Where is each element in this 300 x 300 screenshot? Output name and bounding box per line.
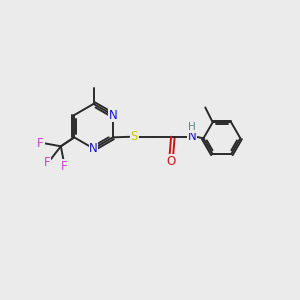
Text: N: N xyxy=(188,130,197,143)
Text: F: F xyxy=(44,156,51,169)
Text: F: F xyxy=(37,137,44,150)
Text: H: H xyxy=(188,122,196,132)
Text: O: O xyxy=(167,154,176,168)
Text: F: F xyxy=(61,160,67,173)
Text: S: S xyxy=(130,130,138,143)
Text: N: N xyxy=(89,142,98,155)
Text: N: N xyxy=(109,109,117,122)
